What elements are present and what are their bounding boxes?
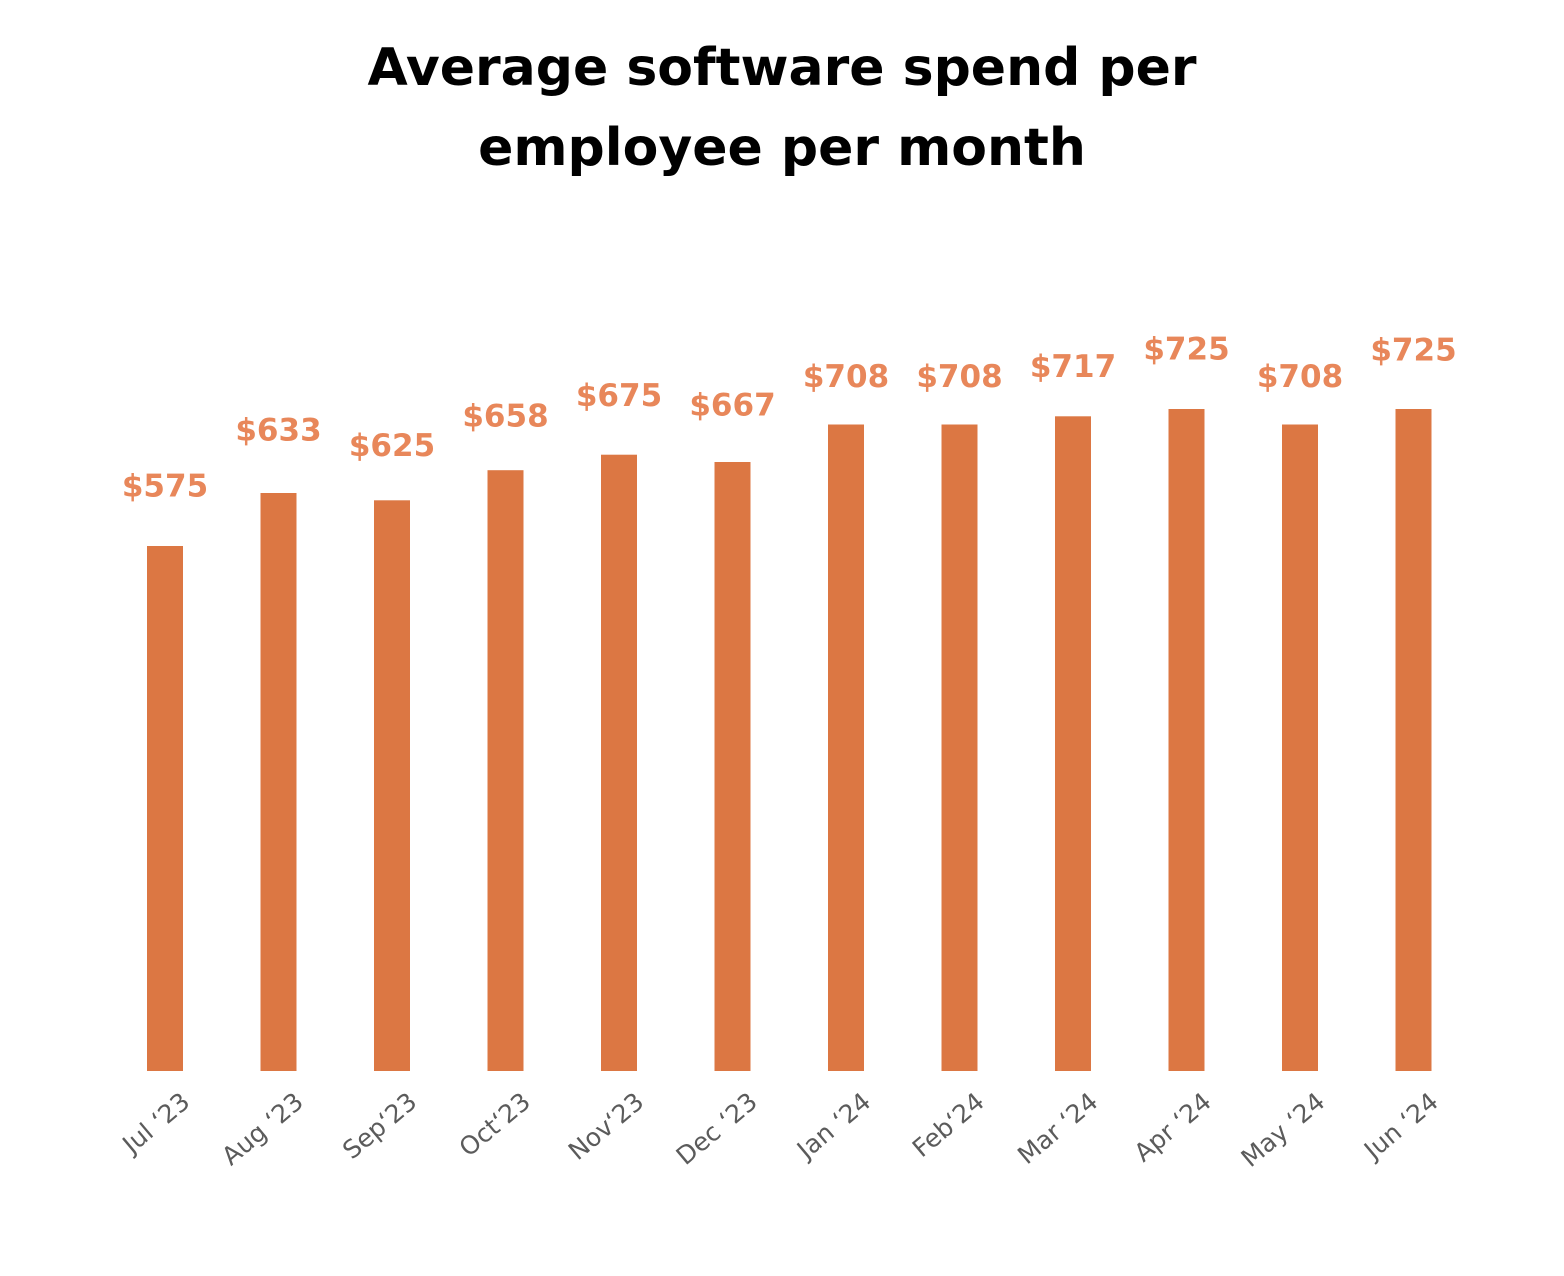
- bar-1: [147, 546, 183, 1071]
- bar-9: [1055, 416, 1091, 1071]
- x-axis-tick-labels: Jul ‘23 Aug ‘23 Sep‘23 Oct‘23 Nov‘23 Dec ‘23 J…: [116, 1087, 1444, 1173]
- bar-10: [1168, 409, 1205, 1071]
- data-label-7: $708: [803, 359, 889, 395]
- x-tick-label-10: Apr ‘24: [1129, 1087, 1217, 1168]
- x-tick-label-1: Jul ‘23: [116, 1087, 196, 1161]
- x-tick-label-2: Aug ‘23: [216, 1087, 309, 1171]
- bar-12: [1395, 409, 1432, 1071]
- bar-5: [601, 454, 637, 1071]
- data-label-8: $708: [916, 359, 1002, 395]
- x-tick-label-6: Dec ‘23: [671, 1087, 763, 1171]
- data-label-10: $725: [1143, 332, 1229, 368]
- data-label-2: $633: [235, 413, 321, 449]
- data-label-4: $658: [462, 399, 548, 435]
- x-tick-label-9: Mar ‘24: [1012, 1087, 1103, 1170]
- bar-8: [941, 424, 978, 1071]
- x-tick-label-11: May ‘24: [1236, 1087, 1331, 1173]
- x-tick-label-5: Nov‘23: [563, 1087, 649, 1166]
- value-labels-layer: $575 $633 $625 $658 $675 $667 $708 $708 $717 $725…: [122, 332, 1457, 505]
- data-label-5: $675: [576, 378, 662, 414]
- x-tick-label-12: Jun ‘24: [1357, 1087, 1444, 1166]
- data-label-3: $625: [349, 428, 435, 464]
- bar-7: [828, 424, 864, 1071]
- chart-title-line-2: employee per month: [478, 118, 1086, 178]
- data-label-1: $575: [122, 469, 208, 505]
- data-label-9: $717: [1030, 349, 1116, 385]
- data-label-12: $725: [1370, 333, 1456, 369]
- data-label-11: $708: [1257, 359, 1343, 395]
- data-label-6: $667: [689, 388, 775, 424]
- x-tick-label-4: Oct‘23: [454, 1087, 536, 1163]
- x-tick-label-7: Jan ‘24: [790, 1087, 876, 1166]
- bar-11: [1282, 424, 1318, 1071]
- bar-2: [260, 493, 297, 1071]
- bars-layer: [147, 409, 1432, 1071]
- bar-4: [487, 470, 524, 1071]
- x-tick-label-8: Feb‘24: [907, 1087, 990, 1163]
- bar-3: [374, 500, 410, 1071]
- chart-title: Average software spend per employee per …: [0, 28, 1564, 188]
- x-tick-label-3: Sep‘23: [337, 1087, 422, 1165]
- chart-title-line-1: Average software spend per: [367, 38, 1197, 98]
- bar-6: [714, 462, 751, 1071]
